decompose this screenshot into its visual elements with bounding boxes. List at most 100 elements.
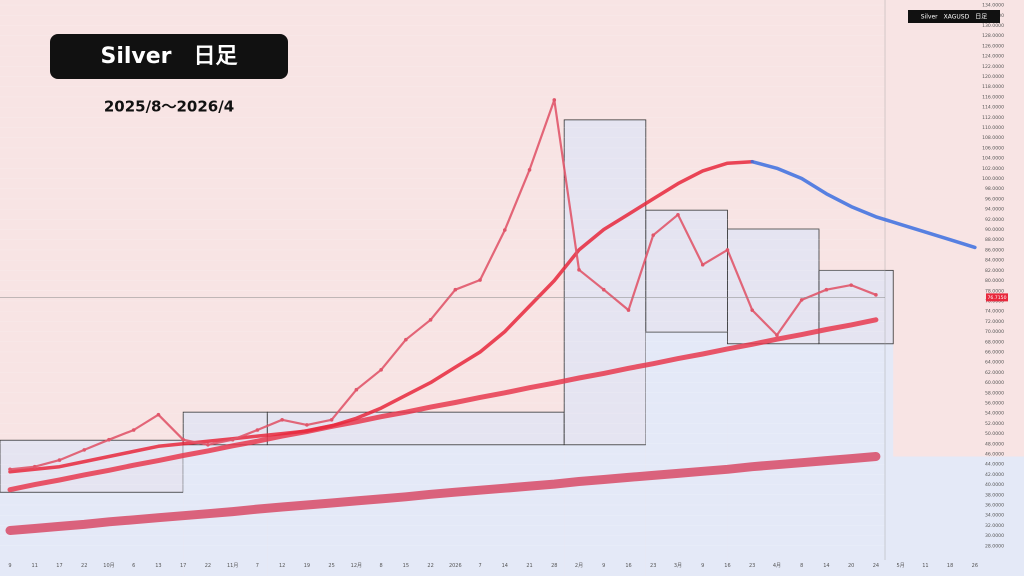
y-tick-label: 90.0000: [985, 227, 1004, 233]
x-tick-label: 25: [328, 563, 334, 569]
x-tick-label: 4月: [773, 563, 781, 569]
price-point: [206, 443, 210, 447]
y-tick-label: 44.0000: [985, 462, 1004, 468]
price-point: [552, 98, 557, 102]
price-point: [676, 212, 680, 217]
price-point: [626, 308, 631, 312]
x-tick-label: 28: [551, 563, 557, 569]
price-point: [280, 418, 284, 422]
y-tick-label: 72.0000: [985, 319, 1004, 325]
x-tick-label: 14: [823, 563, 829, 569]
x-tick-label: 2月: [575, 563, 583, 569]
y-tick-label: 64.0000: [985, 360, 1004, 366]
price-point: [354, 387, 359, 392]
x-tick-label: 15: [403, 563, 409, 569]
y-tick-label: 32.0000: [985, 523, 1004, 529]
y-tick-label: 102.0000: [982, 166, 1004, 172]
series-line: [8, 159, 754, 474]
x-tick-label: 11: [922, 563, 928, 569]
price-point: [651, 233, 656, 237]
price-point: [849, 283, 853, 287]
series-line: [8, 98, 877, 471]
y-tick-label: 82.0000: [985, 268, 1004, 274]
x-tick-label: 22: [427, 563, 433, 569]
y-tick-label: 48.0000: [985, 441, 1004, 447]
y-tick-label: 66.0000: [985, 349, 1004, 355]
title-box: [50, 34, 288, 79]
y-tick-label: 60.0000: [985, 380, 1004, 386]
x-tick-label: 7: [478, 563, 481, 569]
price-point: [700, 262, 705, 267]
x-tick-label: 14: [502, 563, 508, 569]
price-point: [32, 464, 37, 469]
x-tick-label: 6: [132, 563, 135, 569]
price-point: [775, 333, 779, 337]
x-tick-label: 17: [56, 563, 62, 569]
y-tick-label: 108.0000: [982, 135, 1004, 141]
y-tick-label: 40.0000: [985, 482, 1004, 488]
y-tick-label: 62.0000: [985, 370, 1004, 376]
series-line: [5, 452, 881, 535]
box-region: [267, 444, 565, 576]
x-tick-label: 26: [972, 563, 978, 569]
price-point: [527, 168, 532, 172]
box: [818, 269, 894, 345]
y-tick-label: 98.0000: [985, 186, 1004, 192]
y-tick-label: 134.0000: [982, 3, 1004, 9]
x-tick-label: 7: [256, 563, 259, 569]
price-point: [601, 287, 606, 292]
box: [645, 209, 728, 333]
price-point: [82, 448, 87, 452]
box-region: [645, 332, 728, 576]
x-tick-label: 17: [180, 563, 186, 569]
x-tick-label: 11月: [227, 563, 238, 569]
y-tick-label: 86.0000: [985, 247, 1004, 253]
series-line: [7, 317, 879, 493]
y-tick-label: 56.0000: [985, 400, 1004, 406]
x-tick-label: 9: [602, 563, 605, 569]
y-tick-label: 76.0000: [985, 298, 1004, 304]
x-tick-label: 12: [279, 563, 285, 569]
y-tick-label: 84.0000: [985, 258, 1004, 264]
y-tick-label: 28.0000: [985, 543, 1004, 549]
price-point: [57, 458, 62, 462]
price-point: [230, 437, 235, 442]
last-price-tag: [986, 293, 1008, 302]
y-tick-label: 118.0000: [982, 84, 1004, 90]
y-tick-label: 100.0000: [982, 176, 1004, 182]
y-tick-label: 110.0000: [982, 125, 1004, 131]
x-tick-label: 8: [800, 563, 803, 569]
box-region: [564, 444, 646, 576]
y-tick-label: 120.0000: [982, 74, 1004, 80]
price-point: [577, 268, 581, 272]
y-tick-label: 88.0000: [985, 237, 1004, 243]
y-tick-label: 36.0000: [985, 502, 1004, 508]
future-region: [885, 456, 1024, 576]
x-tick-label: 11: [32, 563, 38, 569]
y-tick-label: 46.0000: [985, 451, 1004, 457]
y-tick-label: 34.0000: [985, 513, 1004, 519]
y-tick-label: 68.0000: [985, 339, 1004, 345]
y-tick-label: 78.0000: [985, 288, 1004, 294]
price-point: [8, 467, 12, 472]
price-point: [874, 293, 878, 297]
y-tick-label: 114.0000: [982, 105, 1004, 111]
chart-title: Silver 日足: [100, 44, 237, 69]
last-price-label: 76.7150: [988, 295, 1007, 301]
y-tick-label: 30.0000: [985, 533, 1004, 539]
x-tick-label: 23: [749, 563, 755, 569]
y-tick-label: 122.0000: [982, 64, 1004, 70]
y-tick-label: 80.0000: [985, 278, 1004, 284]
price-point: [478, 278, 482, 282]
x-tick-label: 8: [380, 563, 383, 569]
header-box: [908, 10, 1000, 23]
x-tick-label: 16: [625, 563, 631, 569]
y-tick-label: 104.0000: [982, 156, 1004, 162]
y-tick-label: 112.0000: [982, 115, 1004, 121]
x-tick-label: 24: [873, 563, 879, 569]
x-tick-label: 5月: [897, 563, 905, 569]
y-tick-label: 54.0000: [985, 411, 1004, 417]
y-tick-label: 92.0000: [985, 217, 1004, 223]
x-tick-label: 22: [205, 563, 211, 569]
